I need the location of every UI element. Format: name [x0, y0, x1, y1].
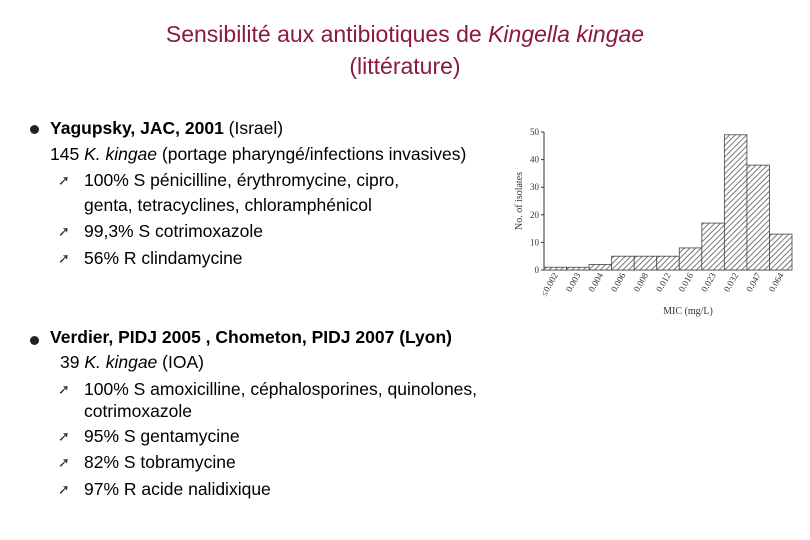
y-tick-label: 10 — [530, 237, 540, 247]
title-line-1: Sensibilité aux antibiotiques de Kingell… — [0, 18, 810, 50]
bullet-dot — [30, 336, 39, 345]
histogram-bar — [723, 134, 748, 271]
histogram-bar — [611, 255, 635, 271]
section2-item: 95% S gentamycine — [84, 426, 240, 446]
section1-item: 56% R clindamycine — [84, 248, 243, 268]
histogram-bar — [566, 266, 590, 271]
title-line-2: (littérature) — [349, 53, 461, 79]
section2-item: 97% R acide nalidixique — [84, 479, 271, 499]
x-tick-label: 0.032 — [722, 271, 741, 294]
arrow-bullet-icon: ➚ — [58, 381, 70, 397]
x-tick-label: 0.023 — [699, 271, 718, 294]
y-tick-label: 50 — [530, 127, 540, 137]
histogram-bar — [678, 247, 703, 271]
section1-heading: Yagupsky, JAC, 2001 (Israel) — [50, 116, 283, 140]
histogram-bar — [633, 255, 658, 271]
arrow-bullet-icon: ➚ — [58, 428, 70, 444]
section1-item: 100% S pénicilline, érythromycine, cipro… — [84, 170, 400, 190]
section1-subheading: 145 K. kingae (portage pharyngé/infectio… — [50, 142, 466, 166]
histogram-bar — [588, 264, 613, 271]
section2-item: 82% S tobramycine — [84, 452, 236, 472]
x-tick-label: 0.006 — [609, 271, 628, 294]
section2-source: (IOA) — [157, 352, 204, 372]
histogram-bar — [769, 233, 793, 271]
x-tick-label: 0.012 — [654, 271, 673, 294]
y-tick-label: 20 — [530, 210, 540, 220]
section1-source: (portage pharyngé/infections invasives) — [157, 144, 467, 164]
section2-heading: Verdier, PIDJ 2005 , Chometon, PIDJ 2007… — [50, 325, 452, 349]
section2-reference: Verdier, PIDJ 2005 , Chometon, PIDJ 2007… — [50, 327, 452, 347]
arrow-bullet-icon: ➚ — [58, 250, 70, 266]
x-tick-label: 0.016 — [676, 271, 695, 294]
title-text: Sensibilité aux antibiotiques de — [165, 21, 489, 47]
section1-location: (Israel) — [223, 118, 284, 138]
x-tick-label: 0.064 — [767, 271, 786, 294]
section2-item: cotrimoxazole — [84, 401, 192, 421]
slide-title: Sensibilité aux antibiotiques de Kingell… — [0, 18, 810, 82]
section2-item: 100% S amoxicilline, céphalosporines, qu… — [84, 379, 478, 399]
x-axis-label: MIC (mg/L) — [663, 306, 713, 317]
arrow-bullet-icon: ➚ — [58, 223, 70, 239]
arrow-bullet-icon: ➚ — [58, 172, 70, 188]
arrow-bullet-icon: ➚ — [58, 454, 70, 470]
y-tick-label: 0 — [535, 265, 540, 275]
bullet-dot — [30, 125, 39, 134]
y-tick-label: 30 — [530, 182, 540, 192]
section1-item: 99,3% S cotrimoxazole — [84, 221, 263, 241]
section1-count: 145 — [50, 144, 85, 164]
x-tick-label: 0.047 — [744, 271, 763, 294]
section1-item: genta, tetracyclines, chloramphénicol — [84, 195, 372, 215]
histogram-bar — [746, 164, 770, 271]
section2-count: 39 — [60, 352, 85, 372]
section1-reference: Yagupsky, JAC, 2001 — [50, 118, 224, 138]
histogram-bar — [543, 266, 567, 271]
histogram-bar — [656, 255, 680, 271]
section1-species: K. kingae — [84, 144, 158, 164]
histogram-bar — [701, 222, 725, 271]
x-tick-label: 0.004 — [586, 271, 605, 294]
title-species: Kingella kingae — [488, 21, 645, 47]
arrow-bullet-icon: ➚ — [58, 481, 70, 497]
y-axis-label: No. of isolates — [514, 172, 525, 230]
x-tick-label: ≤0.002 — [539, 271, 560, 298]
x-tick-label: 0.008 — [631, 271, 650, 294]
section2-species: K. kingae — [84, 352, 158, 372]
section2-subheading: 39 K. kingae (IOA) — [60, 350, 204, 374]
x-tick-label: 0.003 — [564, 271, 583, 294]
y-tick-label: 40 — [530, 155, 540, 165]
